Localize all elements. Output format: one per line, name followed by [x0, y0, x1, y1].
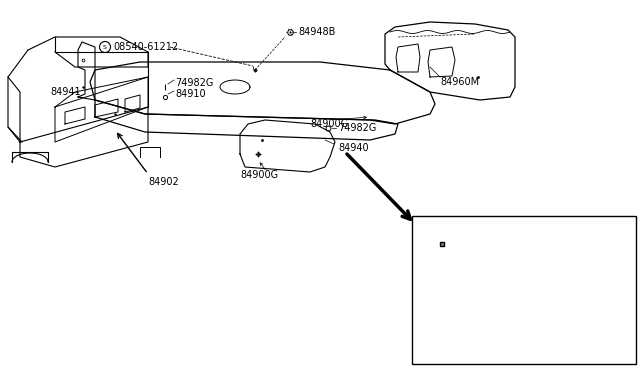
Text: 84910: 84910 — [175, 89, 205, 99]
Text: 84940: 84940 — [338, 143, 369, 153]
Text: 74982G: 74982G — [338, 123, 376, 133]
Text: S: S — [103, 45, 107, 49]
Text: 74982G: 74982G — [175, 78, 213, 88]
Text: 84900G: 84900G — [240, 170, 278, 180]
Text: 08540-61212: 08540-61212 — [113, 42, 178, 52]
Text: 84948B: 84948B — [298, 27, 335, 37]
Text: S.GXE: S.GXE — [418, 225, 447, 235]
Bar — [412, 216, 636, 364]
Text: 84950〈RH〉: 84950〈RH〉 — [530, 260, 579, 269]
Text: 84941: 84941 — [50, 87, 81, 97]
Text: ^8/9^ 0057: ^8/9^ 0057 — [548, 353, 599, 362]
Text: 84960M: 84960M — [440, 77, 479, 87]
Text: 84900G: 84900G — [310, 119, 348, 129]
Text: 84902: 84902 — [148, 177, 179, 187]
Text: 84900G: 84900G — [416, 243, 449, 251]
Text: 84951〈LH〉: 84951〈LH〉 — [530, 270, 577, 279]
